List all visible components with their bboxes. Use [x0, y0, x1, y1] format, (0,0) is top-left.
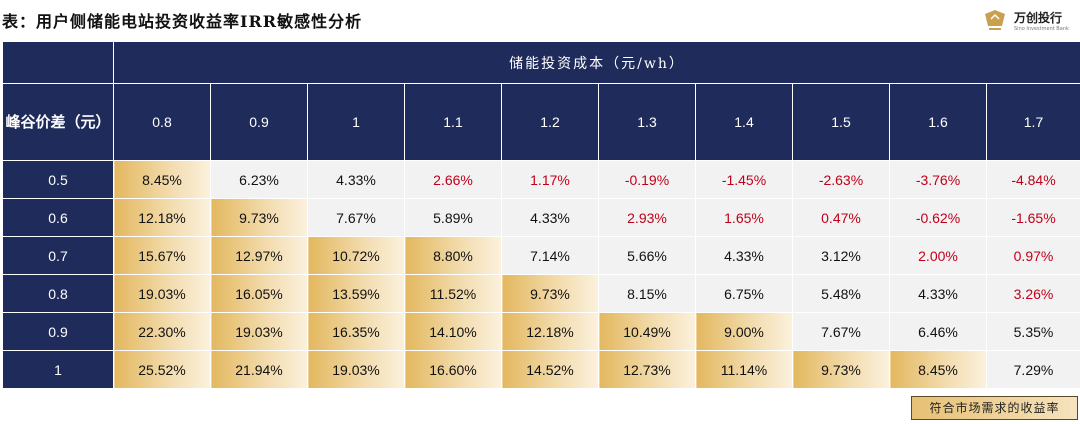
irr-cell: 15.67% — [113, 236, 211, 275]
table-row: 1 25.52% 21.94% 19.03% 16.60% 14.52% 12.73% 11.… — [2, 350, 1080, 389]
irr-cell: 16.05% — [210, 274, 308, 313]
crown-icon — [985, 10, 1005, 30]
irr-cell: 8.45% — [113, 160, 211, 199]
irr-cell: 9.00% — [695, 312, 793, 351]
cost-header-cell: 1.1 — [404, 83, 502, 161]
irr-cell: 16.35% — [307, 312, 405, 351]
row-header-cell: 1 — [2, 350, 114, 389]
irr-sensitivity-table: 储能投资成本（元/wh） 峰谷价差（元） 0.8 0.9 1 1.1 1.2 1.3 1.4… — [2, 41, 1080, 389]
irr-cell: 13.59% — [307, 274, 405, 313]
irr-cell: 12.73% — [598, 350, 696, 389]
irr-cell: 10.49% — [598, 312, 696, 351]
irr-cell: 12.97% — [210, 236, 308, 275]
irr-cell: 4.33% — [501, 198, 599, 237]
irr-cell: 3.26% — [986, 274, 1080, 313]
cost-header-cell: 1 — [307, 83, 405, 161]
irr-cell: 4.33% — [307, 160, 405, 199]
cost-header-cell: 1.6 — [889, 83, 987, 161]
irr-cell: 21.94% — [210, 350, 308, 389]
irr-cell: 6.23% — [210, 160, 308, 199]
irr-cell: 19.03% — [307, 350, 405, 389]
irr-cell: 6.75% — [695, 274, 793, 313]
irr-cell: 2.00% — [889, 236, 987, 275]
irr-cell: 8.15% — [598, 274, 696, 313]
irr-cell: 19.03% — [113, 274, 211, 313]
irr-cell: 12.18% — [501, 312, 599, 351]
cost-header-cell: 1.2 — [501, 83, 599, 161]
irr-cell: 11.52% — [404, 274, 502, 313]
irr-cell: -4.84% — [986, 160, 1080, 199]
irr-cell: 14.10% — [404, 312, 502, 351]
irr-cell: -0.19% — [598, 160, 696, 199]
table-row: 0.5 8.45% 6.23% 4.33% 2.66% 1.17% -0.19% -1.45%… — [2, 160, 1080, 199]
irr-cell: -2.63% — [792, 160, 890, 199]
row-header-cell: 0.5 — [2, 160, 114, 199]
cost-header: 储能投资成本（元/wh） — [113, 41, 1080, 84]
irr-cell: 8.45% — [889, 350, 987, 389]
table-corner — [2, 41, 114, 84]
legend-highlight-note: 符合市场需求的收益率 — [911, 396, 1078, 420]
row-header-cell: 0.7 — [2, 236, 114, 275]
cost-header-cell: 1.5 — [792, 83, 890, 161]
diff-header-cell: 峰谷价差（元） — [2, 83, 114, 161]
irr-cell: -0.62% — [889, 198, 987, 237]
table-row: 0.9 22.30% 19.03% 16.35% 14.10% 12.18% 10.49% 9… — [2, 312, 1080, 351]
irr-cell: 0.97% — [986, 236, 1080, 275]
cost-header-cell: 1.7 — [986, 83, 1080, 161]
irr-cell: 7.67% — [792, 312, 890, 351]
irr-cell: 12.18% — [113, 198, 211, 237]
irr-cell: 19.03% — [210, 312, 308, 351]
irr-cell: 25.52% — [113, 350, 211, 389]
table-row: 0.6 12.18% 9.73% 7.67% 5.89% 4.33% 2.93% 1.65% 0… — [2, 198, 1080, 237]
logo: 万创投行 Sino Investment Bank — [982, 6, 1078, 38]
irr-cell: 22.30% — [113, 312, 211, 351]
irr-cell: 7.29% — [986, 350, 1080, 389]
irr-cell: 0.47% — [792, 198, 890, 237]
cost-header-cell: 1.4 — [695, 83, 793, 161]
irr-cell: 1.17% — [501, 160, 599, 199]
diff-header: 峰谷价差（元） — [5, 113, 111, 131]
irr-cell: 1.65% — [695, 198, 793, 237]
irr-cell: 11.14% — [695, 350, 793, 389]
irr-cell: -3.76% — [889, 160, 987, 199]
irr-cell: 7.14% — [501, 236, 599, 275]
table-row: 0.8 19.03% 16.05% 13.59% 11.52% 9.73% 8.15% 6.7… — [2, 274, 1080, 313]
irr-cell: 6.46% — [889, 312, 987, 351]
cost-header-cell: 0.9 — [210, 83, 308, 161]
irr-cell: 5.66% — [598, 236, 696, 275]
irr-cell: 5.48% — [792, 274, 890, 313]
irr-cell: 8.80% — [404, 236, 502, 275]
row-header-cell: 0.9 — [2, 312, 114, 351]
irr-cell: 14.52% — [501, 350, 599, 389]
irr-cell: 16.60% — [404, 350, 502, 389]
irr-cell: -1.45% — [695, 160, 793, 199]
row-header-cell: 0.6 — [2, 198, 114, 237]
irr-cell: 9.73% — [501, 274, 599, 313]
irr-cell: 9.73% — [210, 198, 308, 237]
irr-cell: 4.33% — [889, 274, 987, 313]
row-header-cell: 0.8 — [2, 274, 114, 313]
irr-cell: 3.12% — [792, 236, 890, 275]
irr-cell: -1.65% — [986, 198, 1080, 237]
cost-header-cell: 0.8 — [113, 83, 211, 161]
table-row: 0.7 15.67% 12.97% 10.72% 8.80% 7.14% 5.66% 4.33… — [2, 236, 1080, 275]
cost-header-cell: 1.3 — [598, 83, 696, 161]
irr-cell: 2.66% — [404, 160, 502, 199]
logo-name-cn: 万创投行 — [1014, 11, 1063, 25]
irr-cell: 9.73% — [792, 350, 890, 389]
irr-cell: 5.89% — [404, 198, 502, 237]
irr-cell: 7.67% — [307, 198, 405, 237]
irr-cell: 10.72% — [307, 236, 405, 275]
logo-name-en: Sino Investment Bank — [1014, 26, 1069, 32]
irr-cell: 5.35% — [986, 312, 1080, 351]
irr-cell: 2.93% — [598, 198, 696, 237]
irr-cell: 4.33% — [695, 236, 793, 275]
page-title: 表：用户侧储能电站投资收益率IRR敏感性分析 — [2, 12, 363, 31]
